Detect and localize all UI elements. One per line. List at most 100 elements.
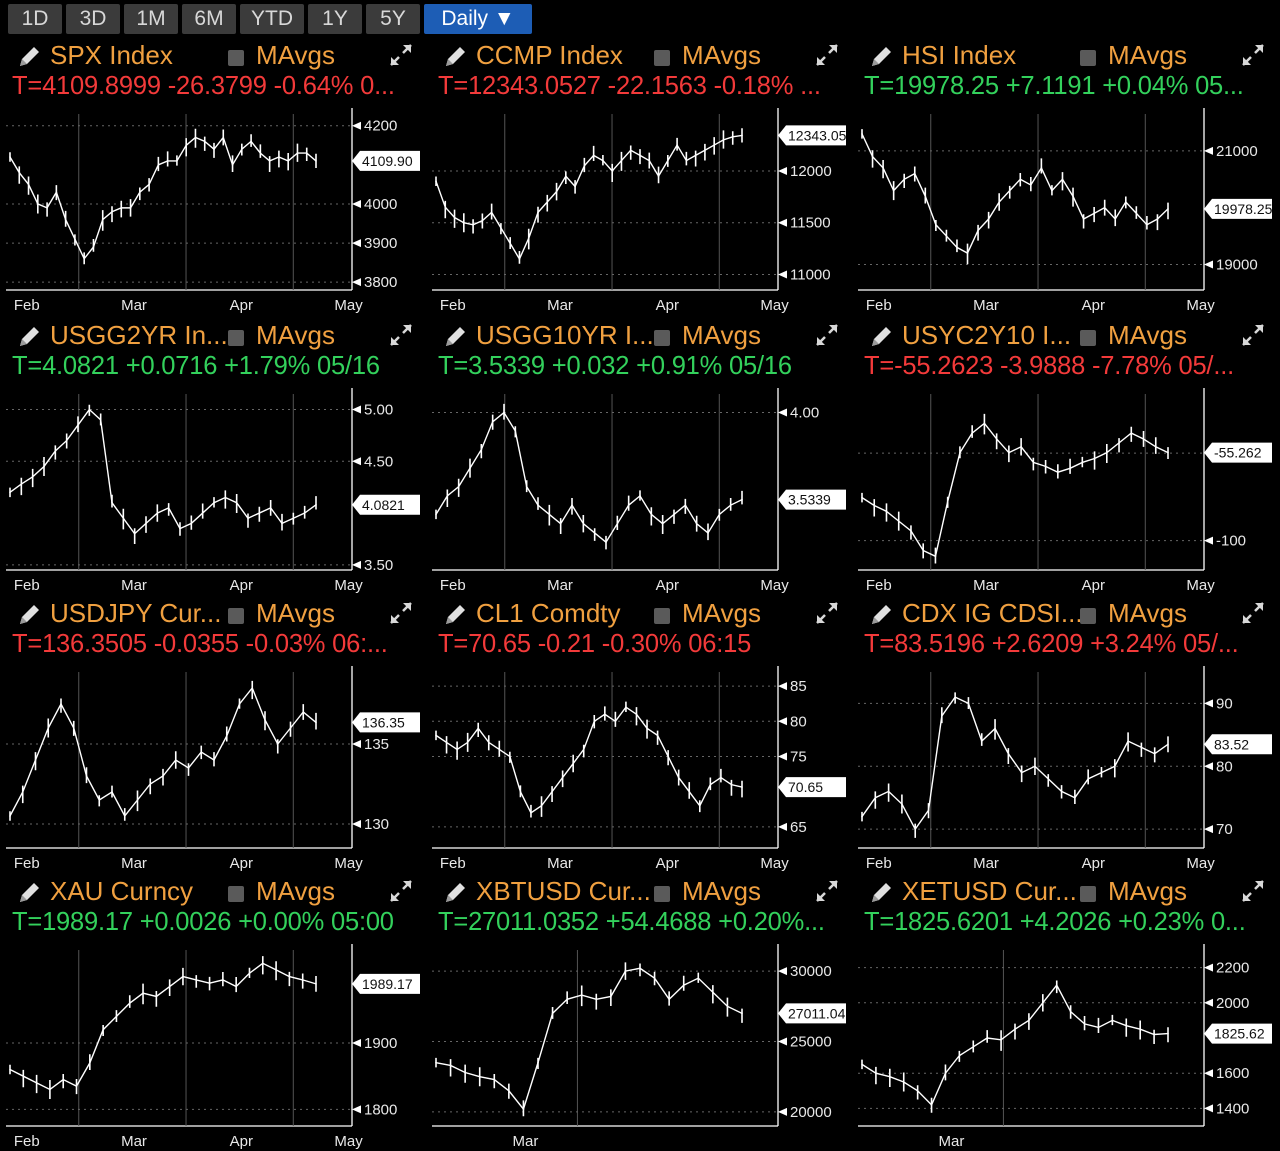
period-button-1y[interactable]: 1Y <box>308 4 362 34</box>
expand-icon[interactable] <box>388 600 414 626</box>
price-chart[interactable]: FebMarAprMay202312000115001100012343.05 <box>426 106 846 313</box>
expand-icon[interactable] <box>814 878 840 904</box>
mavgs-label[interactable]: MAvgs <box>256 876 335 906</box>
security-title[interactable]: SPX Index <box>50 40 173 70</box>
expand-icon[interactable] <box>1240 42 1266 68</box>
period-button-5y[interactable]: 5Y <box>366 4 420 34</box>
mavgs-label[interactable]: MAvgs <box>256 320 335 350</box>
price-chart[interactable]: Mar202330000250002000027011.04 <box>426 942 846 1149</box>
pencil-icon[interactable] <box>868 324 894 350</box>
mavgs-checkbox[interactable] <box>1080 608 1096 624</box>
mavgs-checkbox[interactable] <box>228 886 244 902</box>
mavgs-label[interactable]: MAvgs <box>1108 40 1187 70</box>
price-chart[interactable]: Mar202322002000160014001825.62 <box>852 942 1272 1149</box>
mavgs-label[interactable]: MAvgs <box>1108 320 1187 350</box>
period-button-ytd[interactable]: YTD <box>240 4 304 34</box>
chart-panel[interactable]: CDX IG CDSI... MAvgs T=83.5196 +2.6209 +3.… <box>852 596 1272 871</box>
security-title[interactable]: CDX IG CDSI... <box>902 598 1083 628</box>
price-point <box>994 727 996 730</box>
mavgs-label[interactable]: MAvgs <box>682 876 761 906</box>
expand-icon[interactable] <box>388 322 414 348</box>
pencil-icon[interactable] <box>16 602 42 628</box>
price-chart[interactable]: FebMarAprMay202390807083.52 <box>852 664 1272 871</box>
pencil-icon[interactable] <box>868 44 894 70</box>
price-chart[interactable]: FebMarAprMay2023190018001989.17 <box>0 942 420 1149</box>
expand-icon[interactable] <box>1240 600 1266 626</box>
pencil-icon[interactable] <box>868 880 894 906</box>
expand-icon[interactable] <box>1240 878 1266 904</box>
price-point <box>1087 778 1089 780</box>
mavgs-checkbox[interactable] <box>654 886 670 902</box>
security-title[interactable]: USGG10YR I... <box>476 320 654 350</box>
chart-panel[interactable]: XETUSD Cur... MAvgs T=1825.6201 +4.2026 +0… <box>852 874 1272 1149</box>
security-title[interactable]: USGG2YR In... <box>50 320 228 350</box>
period-button-1d[interactable]: 1D <box>8 4 62 34</box>
mavgs-checkbox[interactable] <box>654 330 670 346</box>
pencil-icon[interactable] <box>868 602 894 628</box>
security-title[interactable]: USDJPY Cur... <box>50 598 222 628</box>
expand-icon[interactable] <box>814 42 840 68</box>
mavgs-label[interactable]: MAvgs <box>682 320 761 350</box>
frequency-dropdown[interactable]: Daily ▼ <box>424 4 532 34</box>
price-chart[interactable]: FebMarAprMay2023-100-55.262 <box>852 386 1272 593</box>
pencil-icon[interactable] <box>442 602 468 628</box>
mavgs-label[interactable]: MAvgs <box>682 40 761 70</box>
mavgs-label[interactable]: MAvgs <box>256 598 335 628</box>
security-title[interactable]: HSI Index <box>902 40 1017 70</box>
security-title[interactable]: XBTUSD Cur... <box>476 876 651 906</box>
expand-icon[interactable] <box>388 878 414 904</box>
price-point <box>1081 461 1084 464</box>
mavgs-checkbox[interactable] <box>654 50 670 66</box>
price-chart[interactable]: FebMarAprMay20238580756570.65 <box>426 664 846 871</box>
mavgs-checkbox[interactable] <box>1080 886 1096 902</box>
mavgs-checkbox[interactable] <box>228 50 244 66</box>
price-chart[interactable]: FebMarAprMay2023210001900019978.25 <box>852 106 1272 313</box>
month-label: Apr <box>1082 577 1105 593</box>
chart-panel[interactable]: CCMP Index MAvgs T=12343.0527 -22.1563 -0.… <box>426 38 846 313</box>
pencil-icon[interactable] <box>16 44 42 70</box>
mavgs-checkbox[interactable] <box>228 608 244 624</box>
mavgs-checkbox[interactable] <box>1080 50 1096 66</box>
expand-icon[interactable] <box>388 42 414 68</box>
mavgs-label[interactable]: MAvgs <box>1108 598 1187 628</box>
pencil-icon[interactable] <box>16 880 42 906</box>
chart-panel[interactable]: USGG10YR I... MAvgs T=3.5339 +0.032 +0.91%… <box>426 318 846 593</box>
price-chart[interactable]: FebMarAprMay20234.003.5339 <box>426 386 846 593</box>
security-title[interactable]: CCMP Index <box>476 40 623 70</box>
price-point <box>971 432 973 434</box>
chart-panel[interactable]: XBTUSD Cur... MAvgs T=27011.0352 +54.4688 … <box>426 874 846 1149</box>
price-point <box>9 815 11 817</box>
chart-panel[interactable]: USGG2YR In... MAvgs T=4.0821 +0.0716 +1.79… <box>0 318 420 593</box>
mavgs-label[interactable]: MAvgs <box>1108 876 1187 906</box>
price-chart[interactable]: FebMarAprMay2023135130136.35 <box>0 664 420 871</box>
price-point <box>871 155 874 158</box>
security-title[interactable]: USYC2Y10 I... <box>902 320 1072 350</box>
expand-icon[interactable] <box>814 600 840 626</box>
chart-panel[interactable]: SPX Index MAvgs T=4109.8999 -26.3799 -0.64… <box>0 38 420 313</box>
security-title[interactable]: XETUSD Cur... <box>902 876 1077 906</box>
period-button-6m[interactable]: 6M <box>182 4 236 34</box>
mavgs-checkbox[interactable] <box>228 330 244 346</box>
pencil-icon[interactable] <box>442 324 468 350</box>
pencil-icon[interactable] <box>442 880 468 906</box>
pencil-icon[interactable] <box>16 324 42 350</box>
chart-panel[interactable]: HSI Index MAvgs T=19978.25 +7.1191 +0.04% … <box>852 38 1272 313</box>
chart-panel[interactable]: CL1 Comdty MAvgs T=70.65 -0.21 -0.30% 06:1… <box>426 596 846 871</box>
chart-panel[interactable]: USDJPY Cur... MAvgs T=136.3505 -0.0355 -0.… <box>0 596 420 871</box>
expand-icon[interactable] <box>1240 322 1266 348</box>
price-chart[interactable]: FebMarAprMay202342004000390038004109.90 <box>0 106 420 313</box>
chart-panel[interactable]: USYC2Y10 I... MAvgs T=-55.2623 -3.9888 -7.… <box>852 318 1272 593</box>
security-title[interactable]: CL1 Comdty <box>476 598 621 628</box>
mavgs-label[interactable]: MAvgs <box>682 598 761 628</box>
mavgs-label[interactable]: MAvgs <box>256 40 335 70</box>
mavgs-checkbox[interactable] <box>654 608 670 624</box>
chart-panel[interactable]: XAU Curncy MAvgs T=1989.17 +0.0026 +0.00% … <box>0 874 420 1149</box>
expand-icon[interactable] <box>814 322 840 348</box>
period-button-3d[interactable]: 3D <box>66 4 120 34</box>
pencil-icon[interactable] <box>442 44 468 70</box>
security-title[interactable]: XAU Curncy <box>50 876 194 906</box>
mavgs-checkbox[interactable] <box>1080 330 1096 346</box>
last-price-label: 4109.90 <box>362 153 413 169</box>
period-button-1m[interactable]: 1M <box>124 4 178 34</box>
price-chart[interactable]: FebMarAprMay20235.004.503.504.0821 <box>0 386 420 593</box>
